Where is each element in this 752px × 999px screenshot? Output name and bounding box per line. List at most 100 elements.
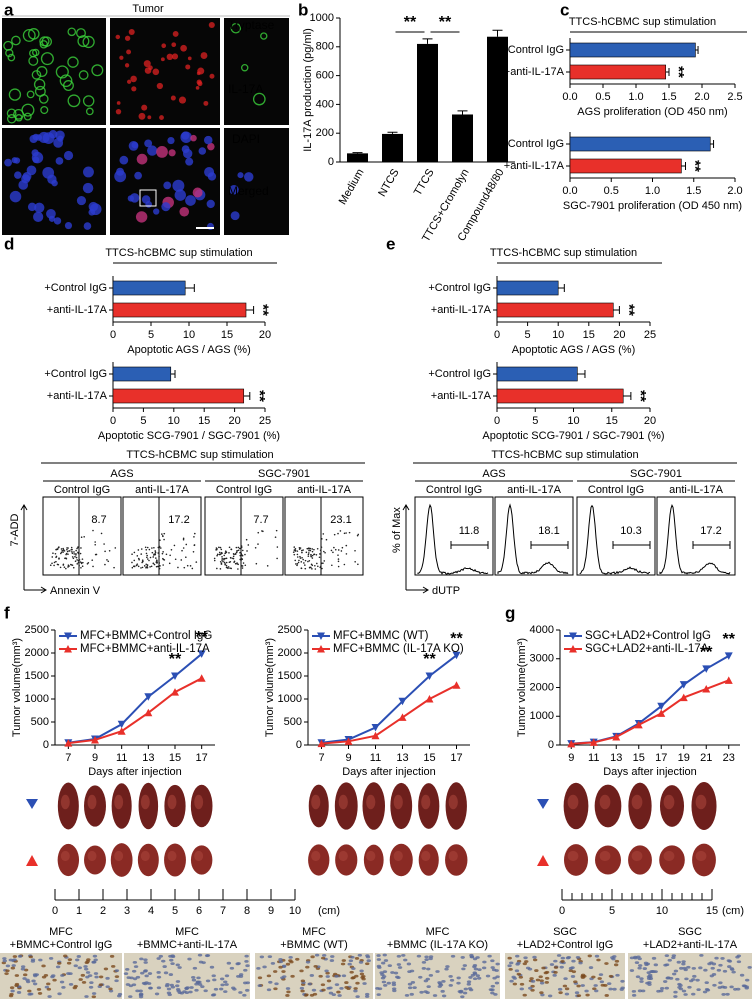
event [241,565,244,567]
y-tick-label: +anti-IL-17A [431,304,492,316]
nucleus [530,984,535,988]
error-bar [613,306,620,314]
nucleus [380,976,386,980]
nucleus [131,969,137,973]
nucleus [170,985,176,989]
error-bar [665,68,670,76]
cell [13,157,21,164]
nucleus [381,980,387,984]
event [227,566,230,568]
flow-plot [414,496,494,576]
event [114,547,117,549]
ruler-label: 1 [76,905,82,917]
nucleus [463,987,468,991]
legend-label: MFC+BMMC+anti-IL-17A [80,643,210,655]
cell [145,201,153,208]
event [71,552,74,555]
nucleus [640,989,646,993]
event [295,563,297,565]
cell [31,151,44,164]
nucleus [189,986,194,989]
cell [168,149,176,157]
legend-marker [64,645,72,653]
x-tick-label: 5 [532,415,538,427]
nucleus [5,969,10,973]
nucleus [235,962,240,966]
nucleus [290,974,295,978]
nucleus [147,972,153,975]
tumor-highlight [366,850,376,862]
nucleus [140,971,145,975]
nucleus [244,954,249,958]
nucleus [191,975,196,979]
event [75,549,77,552]
event [356,534,359,537]
nucleus [646,977,652,980]
nucleus [23,973,28,977]
event [345,544,348,547]
event [238,547,241,550]
event [221,556,223,558]
nucleus [280,976,285,980]
nucleus [507,956,512,960]
nucleus [508,967,513,971]
y-tick-label: 1500 [278,670,302,682]
ruler-label: 4 [148,905,154,917]
histogram [417,503,489,575]
event [159,539,161,542]
marker [171,688,179,696]
x-tick-label: Medium [337,167,367,207]
event [241,567,244,569]
event [220,548,223,551]
nucleus [679,966,684,970]
event [180,559,183,561]
ihc-label: +BMMC (WT) [280,939,348,951]
event [155,565,158,568]
channel-label: Merged [228,184,269,198]
event [138,558,140,561]
event [220,563,223,565]
nucleus [397,966,403,969]
cell [63,150,74,161]
inset-box [139,189,157,207]
nucleus [612,987,617,991]
x-axis-label: SGC-7901 proliferation (OD 450 nm) [563,200,742,212]
nucleus [668,976,674,980]
event [316,562,318,565]
legend-label: SGC+LAD2+Control IgG [585,630,711,642]
nucleus [396,963,402,966]
event [153,546,155,549]
y-tick-label: 2000 [530,681,554,693]
event [49,564,52,567]
nucleus [51,974,56,978]
nucleus [320,956,326,960]
nucleus [281,970,286,973]
marker [197,674,206,682]
cell [147,145,158,156]
nucleus [524,960,529,963]
chart-title: TTCS-hCBMC sup stimulation [490,247,637,259]
nucleus [610,956,615,959]
event [182,537,185,540]
event [135,564,138,567]
nucleus [671,972,677,976]
event [234,552,237,555]
event [74,555,76,558]
significance: ** [632,390,649,402]
ihc-label: +BMMC+anti-IL-17A [137,939,238,951]
nucleus [490,959,495,963]
nucleus [238,991,243,994]
x-axis-label: Apoptotic SCG-7901 / SGC-7901 (%) [482,430,664,442]
event [307,555,310,557]
cell [190,134,197,142]
ihc-image [375,953,500,999]
group-marker [537,855,549,866]
nucleus [538,975,543,979]
nucleus [55,965,61,969]
cell [67,56,79,68]
event [104,550,106,553]
nucleus [490,991,495,995]
nucleus [608,974,614,978]
event [219,568,222,570]
cell [14,171,22,179]
